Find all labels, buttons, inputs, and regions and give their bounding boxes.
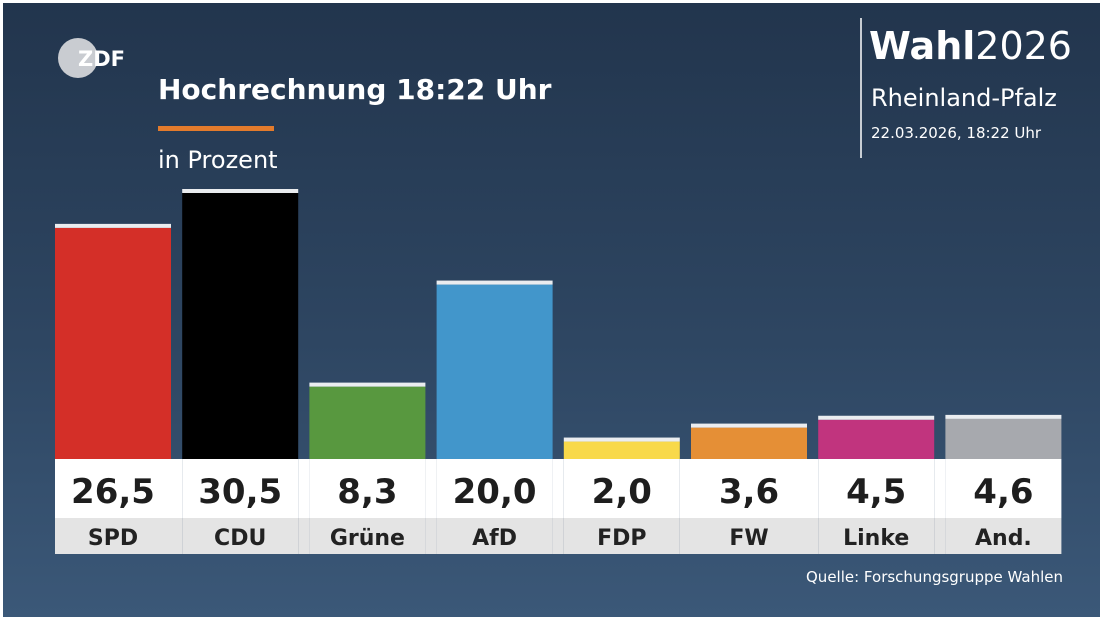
unit-label: in Prozent xyxy=(158,146,278,174)
value-label-fw: 3,6 xyxy=(719,472,779,512)
bar-fdp xyxy=(563,441,680,459)
value-label-linke: 4,5 xyxy=(846,472,906,512)
bar-cdu xyxy=(182,193,299,459)
value-row-gap xyxy=(807,459,819,518)
category-label-fw: FW xyxy=(729,526,768,551)
category-label-afd: AfD xyxy=(472,526,517,551)
value-box-fw xyxy=(691,459,807,518)
bar-cap-afd xyxy=(436,280,553,285)
bar-cap-linke xyxy=(818,415,935,420)
value-label-and: 4,6 xyxy=(973,472,1033,512)
value-box-grne xyxy=(309,459,426,518)
zdf-logo-text: ZDF xyxy=(78,47,125,71)
region-label: Rheinland-Pfalz xyxy=(871,84,1057,112)
category-box-cdu xyxy=(182,518,299,554)
brand-wahl: Wahl xyxy=(869,24,976,68)
category-box-afd xyxy=(436,518,553,554)
value-row-gap xyxy=(298,459,310,518)
category-box-grne xyxy=(309,518,426,554)
bar-and xyxy=(945,418,1062,459)
category-box-linke xyxy=(818,518,935,554)
category-label-fdp: FDP xyxy=(597,526,646,551)
title-accent-line xyxy=(158,126,274,131)
value-row-gap xyxy=(934,459,946,518)
value-label-cdu: 30,5 xyxy=(198,472,282,512)
category-label-spd: SPD xyxy=(88,526,138,551)
bar-grne xyxy=(309,386,426,459)
value-row-gap xyxy=(425,459,437,518)
value-label-grne: 8,3 xyxy=(337,472,397,512)
value-row-gap xyxy=(679,459,691,518)
graphic-panel: ZDF Hochrechnung 18:22 Uhr in Prozent Wa… xyxy=(3,3,1100,617)
bar-linke xyxy=(818,419,935,459)
bar-fw xyxy=(691,427,807,459)
value-box-fdp xyxy=(563,459,680,518)
bar-cap-fdp xyxy=(563,437,680,442)
category-row-gap xyxy=(298,518,310,554)
brand-year: 2026 xyxy=(975,24,1072,68)
category-box-fw xyxy=(691,518,807,554)
bar-cap-grne xyxy=(309,382,426,387)
category-row-gap xyxy=(934,518,946,554)
bar-cap-cdu xyxy=(182,189,299,193)
category-box-fdp xyxy=(563,518,680,554)
zdf-logo: ZDF xyxy=(58,38,125,78)
value-box-and xyxy=(945,459,1062,518)
brand-wordmark: Wahl2026 xyxy=(869,27,1072,65)
category-row-gap xyxy=(807,518,819,554)
chart-title: Hochrechnung 18:22 Uhr xyxy=(158,73,552,106)
value-box-afd xyxy=(436,459,553,518)
bar-cap-spd xyxy=(55,223,171,228)
header-divider xyxy=(860,18,862,158)
category-label-cdu: CDU xyxy=(214,526,266,551)
value-row-gap xyxy=(171,459,183,518)
value-box-cdu xyxy=(182,459,299,518)
category-box-and xyxy=(945,518,1062,554)
datetime-label: 22.03.2026, 18:22 Uhr xyxy=(871,124,1042,142)
category-row-gap xyxy=(171,518,183,554)
category-label-linke: Linke xyxy=(843,526,909,551)
bar-afd xyxy=(436,284,553,459)
category-label-grne: Grüne xyxy=(330,526,405,551)
category-row-gap xyxy=(552,518,564,554)
value-label-afd: 20,0 xyxy=(453,472,537,512)
value-box-spd xyxy=(55,459,171,518)
value-row-gap xyxy=(552,459,564,518)
category-box-spd xyxy=(55,518,171,554)
bar-cap-and xyxy=(945,414,1062,419)
category-row-gap xyxy=(679,518,691,554)
value-label-spd: 26,5 xyxy=(71,472,155,512)
value-box-linke xyxy=(818,459,935,518)
bar-cap-fw xyxy=(691,423,807,428)
category-row-gap xyxy=(425,518,437,554)
value-label-fdp: 2,0 xyxy=(592,472,652,512)
bar-spd xyxy=(55,227,171,459)
bar-chart: 26,5 SPD 30,5 CDU 8,3 Grüne 20,0 AfD 2,0 FDP 3,6 FW… xyxy=(55,189,1062,554)
source-label: Quelle: Forschungsgruppe Wahlen xyxy=(806,568,1063,586)
category-label-and: And. xyxy=(975,526,1032,551)
